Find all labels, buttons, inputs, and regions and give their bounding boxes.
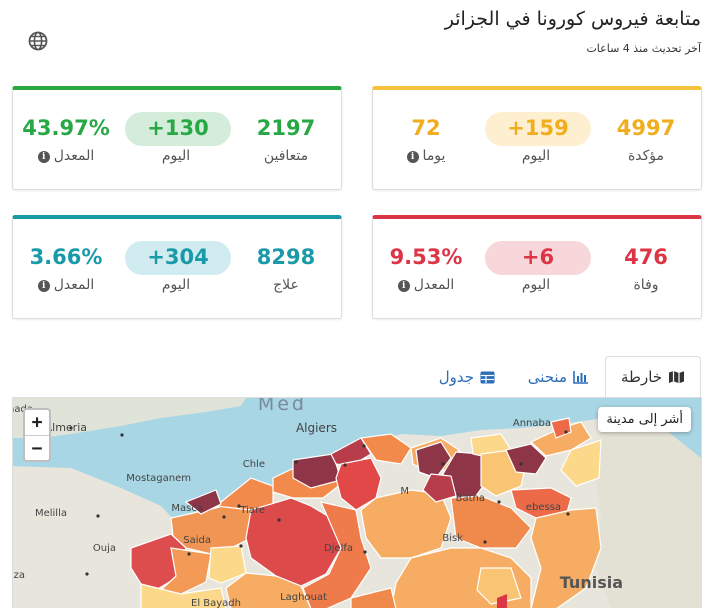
info-icon[interactable]: i (397, 280, 410, 292)
tab-table-label: جدول (438, 368, 474, 386)
treatment-today-value: +304 (147, 245, 209, 269)
recovered-rate-label: المعدل (53, 148, 95, 164)
map-label-melilla: Melilla (35, 508, 67, 519)
zoom-in-button[interactable]: + (31, 412, 43, 433)
recovered-rate-label-wrap: المعدلi (11, 148, 121, 164)
recovered-value: 2197 (256, 116, 316, 140)
treatment-rate-label: المعدل (53, 277, 95, 293)
zoom-control: + − (23, 408, 51, 462)
map-label-tebessa: ebessa (526, 502, 561, 513)
confirmed-today-value: +159 (507, 116, 569, 140)
confirmed-avg-label: يوما (422, 148, 446, 164)
treatment-card: 8298 علاج +304 اليوم 3.66% المعدلi (12, 215, 342, 319)
map-label-djelfa: Djelfa (324, 543, 353, 554)
map-hint-tooltip: أشر إلى مدينة (598, 407, 691, 432)
recovered-label: متعافين (263, 148, 309, 164)
table-icon (480, 371, 495, 383)
tab-chart-label: منحنى (527, 368, 567, 386)
map-label-msila: M (400, 486, 409, 497)
view-tabs: خارطة منحنى جدول (12, 356, 701, 398)
map-canvas[interactable]: Med Granada Almeria Algiers Annaba altar… (12, 398, 701, 608)
treatment-label: علاج (273, 277, 299, 293)
confirmed-avg-value: 72 (411, 116, 441, 140)
deaths-card: 476 وفاة +6 اليوم 9.53% المعدلi (372, 215, 702, 319)
map-icon (669, 371, 685, 384)
map-label-biskra: Bisk (442, 533, 463, 544)
map-label-saida: Saida (183, 535, 211, 546)
choropleth-map[interactable]: Med Granada Almeria Algiers Annaba altar… (12, 397, 702, 608)
confirmed-today-label: اليوم (521, 148, 551, 164)
zoom-out-button[interactable]: − (25, 435, 49, 460)
globe-icon[interactable] (28, 31, 48, 51)
confirmed-value: 4997 (616, 116, 676, 140)
map-label-tiaret: Tiare (239, 505, 265, 516)
map-label-laghouat: Laghouat (280, 592, 327, 603)
page-title: متابعة فيروس كورونا في الجزائر (444, 8, 701, 30)
recovered-card: 2197 متعافين +130 اليوم 43.97% المعدلi (12, 86, 342, 190)
confirmed-avg-label-wrap: يوماi (371, 148, 481, 164)
deaths-label: وفاة (633, 277, 659, 293)
treatment-value: 8298 (256, 245, 316, 269)
recovered-today-label: اليوم (161, 148, 191, 164)
treatment-rate-label-wrap: المعدلi (11, 277, 121, 293)
treatment-rate-value: 3.66% (29, 245, 103, 269)
confirmed-today-pill: +159 (485, 112, 591, 146)
map-label-oujda: Ouja (93, 543, 116, 554)
map-label-sea: Med (258, 398, 307, 415)
bar-chart-icon (573, 371, 588, 384)
map-label-chlef: Chle (243, 459, 265, 470)
deaths-today-value: +6 (521, 245, 555, 269)
deaths-today-pill: +6 (485, 241, 591, 275)
map-label-batna: Batna (456, 493, 485, 504)
tab-table[interactable]: جدول (439, 356, 495, 398)
confirmed-label: مؤكدة (627, 148, 665, 164)
map-label-taza: Taza (12, 570, 25, 581)
confirmed-card: 4997 مؤكدة +159 اليوم 72 يوماi (372, 86, 702, 190)
deaths-rate-label-wrap: المعدلi (371, 277, 481, 293)
info-icon[interactable]: i (37, 151, 50, 163)
info-icon[interactable]: i (406, 151, 419, 163)
tab-map-label: خارطة (620, 368, 663, 386)
deaths-value: 476 (624, 245, 668, 269)
info-icon[interactable]: i (37, 280, 50, 292)
map-label-annaba: Annaba (513, 418, 551, 429)
map-label-algiers: Algiers (296, 421, 337, 435)
map-label-mascara: Masca (171, 503, 203, 514)
last-update-text: آخر تحديث منذ 4 ساعات (586, 42, 701, 55)
map-label-elbayadh: El Bayadh (191, 598, 241, 608)
map-label-almeria: Almeria (45, 421, 87, 434)
treatment-today-label: اليوم (161, 277, 191, 293)
treatment-today-pill: +304 (125, 241, 231, 275)
map-label-tunisia: Tunisia (560, 573, 623, 592)
recovered-rate-value: 43.97% (22, 116, 110, 140)
tab-chart[interactable]: منحنى (528, 356, 589, 398)
map-label-mostaganem: Mostaganem (126, 473, 191, 484)
deaths-rate-label: المعدل (413, 277, 455, 293)
recovered-today-value: +130 (147, 116, 209, 140)
deaths-today-label: اليوم (521, 277, 551, 293)
recovered-today-pill: +130 (125, 112, 231, 146)
deaths-rate-value: 9.53% (389, 245, 463, 269)
tab-map[interactable]: خارطة (605, 356, 701, 398)
